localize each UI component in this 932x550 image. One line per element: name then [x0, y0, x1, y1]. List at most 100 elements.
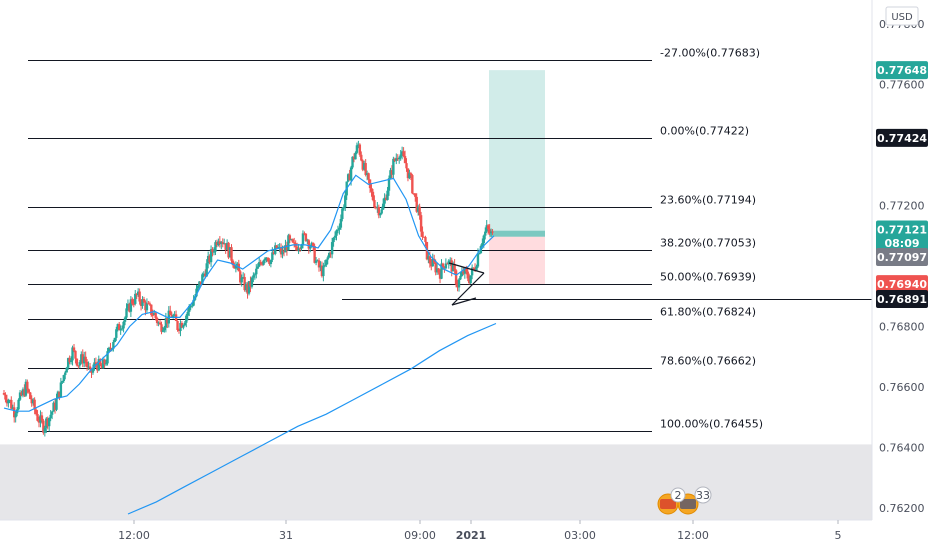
candle-body [192, 299, 195, 306]
candle-body [325, 259, 328, 266]
triangle-pattern-drawing[interactable] [448, 262, 485, 306]
candle-body [36, 414, 39, 421]
candle-body [87, 366, 90, 368]
candle-body [50, 411, 54, 415]
candle-body [484, 231, 487, 236]
price-badge-label: 0.77424 [877, 132, 927, 145]
short-moving-average [3, 174, 495, 412]
candle-body [49, 414, 52, 419]
candle-body [123, 317, 127, 322]
position-target-zone[interactable] [489, 70, 545, 237]
candle-body [75, 358, 79, 366]
flag-icon-stripe [680, 499, 696, 509]
candle-body [52, 402, 55, 412]
candle-body [336, 229, 340, 231]
long-position-tool[interactable] [489, 70, 545, 285]
candle-body [414, 193, 417, 197]
fibonacci-retracement[interactable]: -27.00%(0.77683) 0.00%(0.77422) 23.60%(0.7… [28, 47, 763, 432]
candle-body [491, 231, 494, 233]
currency-button[interactable]: USD [885, 6, 919, 26]
candle-body [135, 293, 138, 296]
candle-body [58, 391, 61, 398]
candle-body [255, 268, 258, 275]
candle-body [250, 277, 254, 287]
candle-body [116, 324, 119, 330]
candle-body [427, 256, 430, 260]
candle-body [421, 231, 424, 237]
price-axis[interactable]: 0.778000.776000.772000.768000.766000.764… [879, 18, 925, 515]
candle-body [313, 246, 316, 263]
candle-body [328, 253, 331, 258]
candle-body [188, 306, 191, 312]
fib-level-label: 0.00%(0.77422) [660, 125, 749, 138]
price-badge: 0.76940 [876, 275, 928, 294]
candle-body [177, 329, 181, 332]
candle-body [365, 173, 369, 175]
position-entry-line [489, 230, 545, 237]
candle-body [21, 389, 25, 396]
candle-body [18, 392, 22, 400]
price-badge-background [876, 234, 928, 253]
candle-body [357, 144, 360, 146]
event-count-a-bubble [670, 487, 686, 503]
candle-body [218, 241, 222, 245]
candle-body [220, 242, 223, 245]
candle-body [230, 247, 233, 261]
time-tick-label: 31 [279, 529, 293, 542]
price-badge-background [876, 290, 928, 308]
candle-body [371, 191, 375, 201]
candle-body [241, 277, 245, 279]
candle-body [386, 190, 389, 200]
candle-body [489, 231, 493, 234]
candle-body [173, 314, 176, 316]
price-badge-background [876, 128, 928, 147]
candle-body [433, 258, 436, 263]
candle-body [348, 174, 351, 181]
candle-body [284, 245, 287, 253]
time-tick-label: 03:00 [564, 529, 596, 542]
candle-body [74, 350, 77, 359]
candle-body [256, 266, 259, 269]
candle-body [253, 274, 257, 276]
candle-body [186, 311, 189, 316]
price-badge-label: 0.77097 [877, 251, 927, 264]
candle-body [466, 271, 469, 279]
economic-events-badge[interactable]: 2 33 [657, 486, 712, 515]
candle-body [185, 315, 188, 323]
candle-body [451, 264, 455, 272]
price-badge: 08:09 [876, 234, 928, 253]
candle-body [431, 258, 434, 267]
candle-body [150, 304, 153, 315]
currency-button-frame [885, 6, 919, 26]
candle-body [403, 156, 407, 164]
candle-body [285, 245, 289, 251]
candle-body [61, 381, 64, 383]
candle-body [339, 218, 343, 228]
candle-body [473, 267, 477, 271]
candle-body [2, 393, 6, 395]
candle-body [422, 236, 426, 238]
flag-icon-stripe [660, 499, 676, 509]
candle-body [37, 420, 41, 423]
candle-body [244, 283, 248, 291]
price-badge: 0.77424 [876, 128, 928, 147]
position-stop-zone[interactable] [489, 236, 545, 285]
candle-body [290, 239, 293, 241]
candle-body [485, 225, 488, 232]
candle-body [225, 242, 229, 250]
candle-body [113, 337, 117, 342]
candle-body [387, 178, 391, 191]
fib-level-label: 23.60%(0.77194) [660, 194, 756, 207]
time-axis[interactable]: 12:00 31 09:00 2021 03:00 12:00 5 [118, 520, 842, 542]
candle-body [136, 291, 140, 296]
candle-body [180, 323, 184, 328]
candle-body [307, 240, 310, 249]
candle-body [206, 255, 210, 264]
candle-body [472, 267, 475, 269]
candle-body [400, 151, 404, 155]
price-tick-label: 0.76600 [879, 381, 925, 394]
fib-level-label: 61.80%(0.76824) [660, 306, 756, 319]
candle-body [364, 163, 367, 175]
candle-body [298, 248, 302, 250]
